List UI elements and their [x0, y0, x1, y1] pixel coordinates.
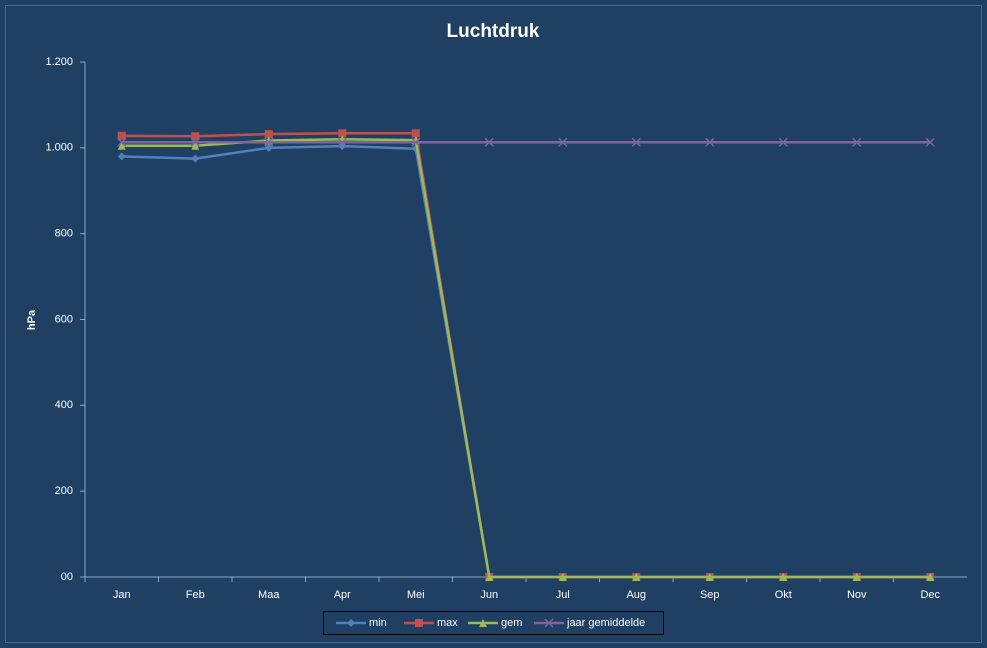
data-point — [264, 137, 274, 147]
data-point — [264, 130, 273, 139]
x-tick-label: Jul — [556, 589, 570, 601]
data-point — [191, 141, 200, 150]
data-point — [632, 573, 641, 581]
data-point — [485, 573, 494, 581]
y-axis-title: hPa — [26, 309, 38, 330]
x-tick-label: Apr — [334, 589, 351, 601]
y-tick-label: 1.200 — [45, 56, 73, 68]
x-tick-label: Aug — [626, 589, 646, 601]
data-point — [191, 154, 200, 163]
chart-border — [5, 5, 982, 643]
data-point — [337, 137, 347, 147]
legend-marker — [415, 619, 423, 627]
x-tick-label: Dec — [920, 589, 940, 601]
data-point — [631, 137, 641, 147]
data-point — [264, 143, 273, 152]
legend-label: gem — [501, 617, 522, 629]
x-tick-label: Jun — [480, 589, 498, 601]
y-tick-label: 800 — [55, 228, 73, 240]
x-tick-label: Jan — [113, 589, 131, 601]
data-point — [190, 137, 200, 147]
data-point — [411, 129, 420, 138]
legend-label: max — [437, 617, 458, 629]
legend-label: min — [369, 617, 387, 629]
y-tick-label: 00 — [61, 571, 73, 583]
data-point — [117, 131, 126, 140]
y-tick-label: 600 — [55, 313, 73, 325]
x-tick-label: Feb — [186, 589, 205, 601]
data-point — [558, 573, 567, 581]
legend-marker — [544, 618, 554, 628]
y-tick-label: 200 — [55, 485, 73, 497]
data-point — [411, 137, 421, 147]
x-tick-label: Mei — [407, 589, 425, 601]
data-point — [117, 152, 126, 161]
data-point — [484, 137, 494, 147]
data-point — [926, 573, 935, 581]
chart-title: Luchtdruk — [447, 21, 540, 42]
data-point — [852, 137, 862, 147]
x-tick-label: Maa — [258, 589, 280, 601]
y-tick-label: 400 — [55, 399, 73, 411]
data-point — [117, 141, 126, 150]
legend-box — [323, 611, 664, 635]
data-point — [705, 573, 714, 581]
data-point — [852, 573, 861, 581]
x-tick-label: Nov — [847, 589, 867, 601]
y-tick-label: 1.000 — [45, 142, 73, 154]
data-point — [191, 132, 200, 141]
data-point — [558, 137, 568, 147]
legend-label: jaar gemiddelde — [566, 617, 645, 629]
data-point — [779, 573, 788, 581]
data-point — [778, 137, 788, 147]
data-point — [705, 137, 715, 147]
x-tick-label: Sep — [700, 589, 720, 601]
x-tick-label: Okt — [775, 589, 792, 601]
legend-marker — [479, 619, 487, 627]
data-point — [338, 129, 347, 138]
data-point — [925, 137, 935, 147]
data-point — [117, 137, 127, 147]
legend-marker — [347, 619, 355, 627]
